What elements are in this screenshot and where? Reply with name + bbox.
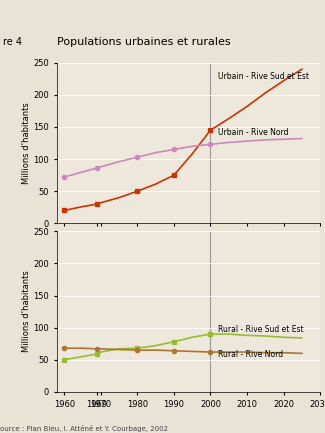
Y-axis label: Millions d’habitants: Millions d’habitants bbox=[22, 271, 31, 352]
Text: ource : Plan Bleu, I. Atténé et Y. Courbage, 2002: ource : Plan Bleu, I. Atténé et Y. Courb… bbox=[0, 425, 168, 432]
Text: Rural - Rive Sud et Est: Rural - Rive Sud et Est bbox=[218, 325, 303, 334]
Text: Populations urbaines et rurales: Populations urbaines et rurales bbox=[57, 38, 230, 48]
Text: Urbain - Rive Sud et Est: Urbain - Rive Sud et Est bbox=[218, 72, 309, 81]
Text: Rural - Rive Nord: Rural - Rive Nord bbox=[218, 349, 283, 359]
Text: re 4: re 4 bbox=[3, 38, 22, 48]
Text: Urbain - Rive Nord: Urbain - Rive Nord bbox=[218, 128, 288, 137]
Y-axis label: Millions d’habitants: Millions d’habitants bbox=[22, 102, 31, 184]
